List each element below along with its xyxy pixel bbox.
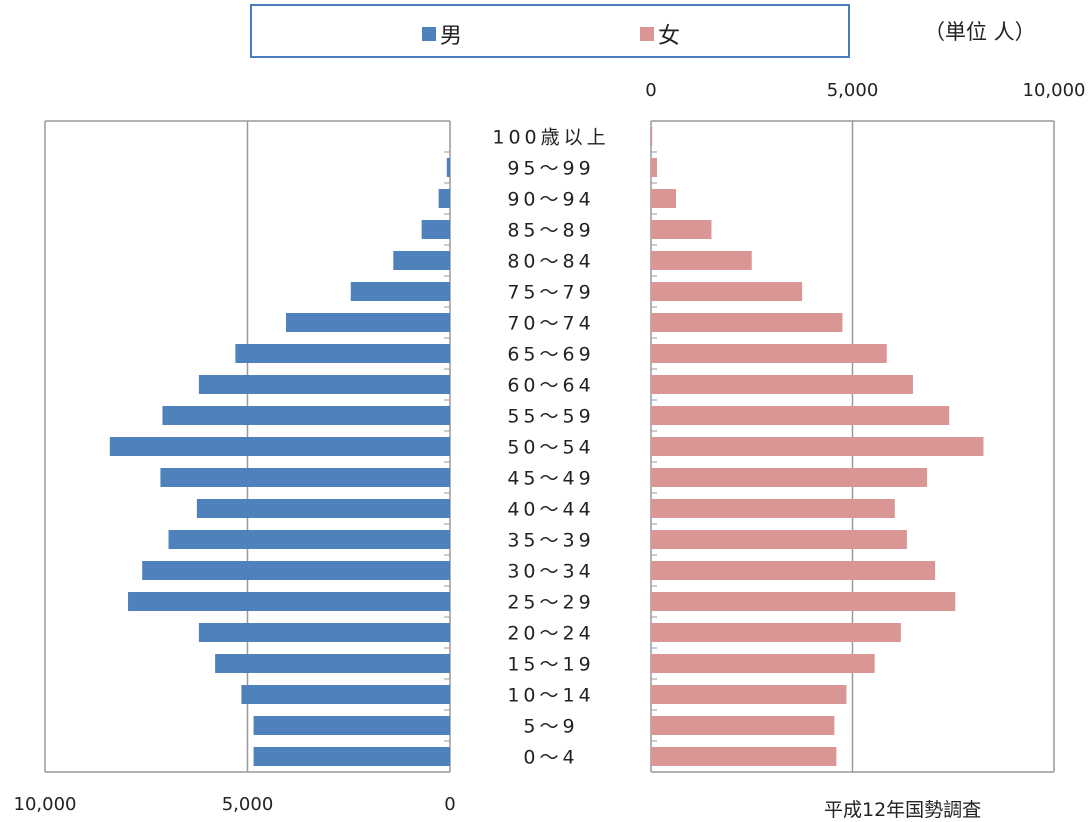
male-bar: [235, 344, 450, 363]
female-bar: [651, 127, 652, 146]
male-bar: [286, 313, 450, 332]
age-group-label: 20～24: [507, 623, 594, 645]
female-bar: [651, 592, 955, 611]
unit-label: （単位 人）: [924, 16, 1036, 46]
female-axis-tick-label: 0: [645, 80, 656, 101]
age-group-label: 90～94: [507, 189, 594, 211]
male-bar: [422, 220, 450, 239]
male-bar: [110, 437, 450, 456]
male-bar: [199, 623, 450, 642]
female-bar: [651, 220, 711, 239]
age-group-label: 25～29: [507, 592, 594, 614]
male-bar: [128, 592, 450, 611]
age-group-label: 10～14: [507, 685, 594, 707]
age-group-label: 60～64: [507, 375, 594, 397]
male-axis-tick-label: 10,000: [14, 794, 77, 815]
female-bar: [651, 530, 907, 549]
male-bar: [197, 499, 450, 518]
legend-swatch-female: [640, 27, 654, 41]
female-bar: [651, 685, 846, 704]
legend-label-female: 女: [658, 18, 680, 50]
male-bar: [351, 282, 450, 301]
age-group-label: 65～69: [507, 344, 594, 366]
female-bar: [651, 437, 983, 456]
female-bar: [651, 251, 752, 270]
male-bar: [439, 189, 450, 208]
age-group-label: 0～4: [523, 747, 578, 769]
female-bar: [651, 716, 834, 735]
male-bar: [215, 654, 450, 673]
male-bar: [393, 251, 450, 270]
age-group-label: 35～39: [507, 530, 594, 552]
legend-swatch-male: [422, 27, 436, 41]
age-group-label: 80～84: [507, 251, 594, 273]
male-bar: [241, 685, 450, 704]
legend-item-male: 男: [422, 18, 462, 50]
female-axis-tick-label: 5,000: [827, 80, 879, 101]
male-bar: [447, 158, 450, 177]
female-bar: [651, 344, 887, 363]
legend: 男 女: [250, 4, 850, 58]
female-bar: [651, 282, 802, 301]
age-group-label: 30～34: [507, 561, 594, 583]
female-bar: [651, 375, 913, 394]
female-bar: [651, 561, 935, 580]
male-axis-tick-label: 5,000: [222, 794, 274, 815]
male-bar: [162, 406, 450, 425]
male-axis-tick-label: 0: [444, 794, 455, 815]
age-group-label: 15～19: [507, 654, 594, 676]
female-bar: [651, 499, 895, 518]
age-group-label: 40～44: [507, 499, 594, 521]
age-group-label: 5～9: [523, 716, 578, 738]
female-bar: [651, 158, 657, 177]
female-bar: [651, 623, 901, 642]
female-bar: [651, 747, 836, 766]
age-group-label: 75～79: [507, 282, 594, 304]
female-bar: [651, 313, 842, 332]
male-bar: [254, 716, 450, 735]
female-axis-tick-label: 10,000: [1023, 80, 1086, 101]
age-group-label: 95～99: [507, 158, 594, 180]
legend-item-female: 女: [640, 18, 680, 50]
male-bar: [199, 375, 450, 394]
legend-label-male: 男: [440, 18, 462, 50]
age-group-label: 100歳以上: [492, 127, 609, 149]
female-bar: [651, 468, 927, 487]
age-group-label: 55～59: [507, 406, 594, 428]
age-group-label: 45～49: [507, 468, 594, 490]
male-bar: [169, 530, 450, 549]
female-bar: [651, 189, 676, 208]
female-bar: [651, 654, 875, 673]
male-bar: [160, 468, 450, 487]
age-group-label: 85～89: [507, 220, 594, 242]
male-bar: [142, 561, 450, 580]
age-group-label: 70～74: [507, 313, 594, 335]
female-bar: [651, 406, 949, 425]
age-group-label: 50～54: [507, 437, 594, 459]
male-bar: [254, 747, 450, 766]
